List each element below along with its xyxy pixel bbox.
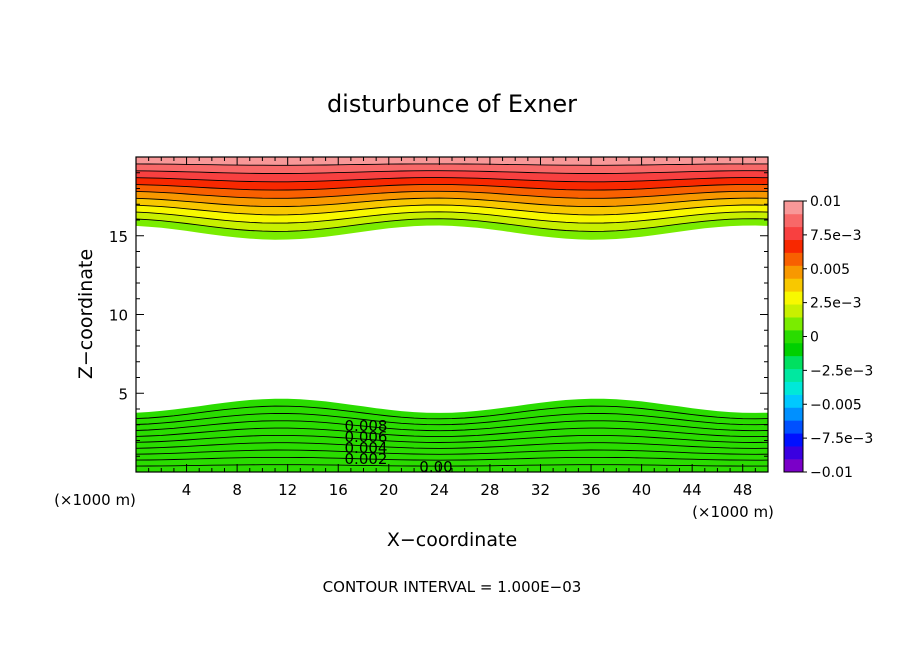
x-tick-label: 40: [632, 481, 651, 499]
colorbar-swatch: [784, 330, 803, 344]
contour-line: [136, 434, 768, 443]
x-unit-right: (×1000 m): [692, 503, 774, 521]
colorbar-swatch: [784, 433, 803, 447]
contour-line: [136, 464, 768, 467]
colorbar-swatch: [784, 265, 803, 279]
colorbar-swatch: [784, 368, 803, 382]
x-axis: 4 8 12 16 20 24 28 32 36 40 44 48: [148, 157, 756, 499]
colorbar-tick-label: 0.01: [810, 194, 841, 210]
contour-line: [136, 405, 768, 420]
contour-band: [136, 450, 768, 461]
x-tick-label: 44: [683, 481, 702, 499]
colorbar-swatch: [784, 407, 803, 421]
y-tick-label: 5: [118, 385, 128, 403]
contour-band: [136, 420, 768, 437]
contour-lines: [136, 163, 768, 467]
contour-line: [136, 163, 768, 166]
contour-line: [136, 204, 768, 216]
x-axis-label: X−coordinate: [387, 529, 517, 551]
colorbar-swatch: [784, 304, 803, 318]
contour-label: 0.008: [345, 417, 388, 435]
x-tick-label: 48: [733, 481, 752, 499]
contour-band: [136, 398, 768, 419]
contour-label: 0.00: [419, 458, 452, 476]
x-tick-label: 8: [232, 481, 242, 499]
x-tick-label: 4: [182, 481, 192, 499]
contour-band: [136, 198, 768, 215]
colorbar-swatch: [784, 381, 803, 395]
x-tick-label: 20: [379, 481, 398, 499]
colorbar: [783, 200, 804, 473]
colorbar-swatch: [784, 317, 803, 331]
contour-band: [136, 413, 768, 431]
colorbar-swatch: [784, 394, 803, 408]
contour-line: [136, 177, 768, 183]
contour-band: [136, 218, 768, 240]
contour-line: [136, 449, 768, 455]
colorbar-tick-label: 2.5e−3: [810, 296, 862, 312]
contour-line: [136, 412, 768, 426]
contour-interval-note: CONTOUR INTERVAL = 1.000E−03: [323, 578, 582, 596]
contour-label: 0.004: [345, 439, 388, 457]
colorbar-tick-label: 7.5e−3: [810, 228, 862, 244]
contour-line: [136, 427, 768, 438]
contour-band: [136, 211, 768, 232]
colorbar-labels: 0.01 7.5e−3 0.005 2.5e−3 0 −2.5e−3 −0.005 −7.5e…: [803, 194, 873, 481]
contour-line: [136, 197, 768, 208]
colorbar-swatch: [784, 446, 803, 460]
colorbar-tick-label: −2.5e−3: [810, 363, 873, 379]
x-tick-label: 16: [329, 481, 348, 499]
colorbar-swatch: [784, 278, 803, 292]
contour-band: [136, 191, 768, 207]
contour-band: [136, 157, 768, 166]
contour-line: [136, 442, 768, 449]
colorbar-swatch: [784, 252, 803, 266]
contour-line: [136, 211, 768, 224]
contour-line: [136, 456, 768, 461]
contour-label: 0.002: [345, 450, 388, 468]
contour-line: [136, 183, 768, 191]
y-axis-label: Z−coordinate: [75, 249, 97, 379]
colorbar-swatch: [784, 213, 803, 228]
x-tick-label: 12: [278, 481, 297, 499]
contour-band: [136, 457, 768, 467]
contour-line: [136, 190, 768, 199]
colorbar-swatch: [784, 459, 803, 473]
colorbar-swatch: [784, 226, 803, 241]
colorbar-swatch: [784, 355, 803, 370]
y-tick-label: 15: [109, 228, 128, 246]
colorbar-swatch: [784, 342, 803, 357]
colorbar-swatch: [784, 291, 803, 305]
x-unit-left: (×1000 m): [54, 491, 136, 509]
chart-title: disturbunce of Exner: [327, 90, 577, 118]
y-tick-label: 10: [109, 307, 128, 325]
colorbar-tick-label: −0.01: [810, 465, 853, 481]
y-axis: 5 10 15: [109, 172, 768, 457]
x-tick-label: 24: [430, 481, 449, 499]
colorbar-swatch: [784, 420, 803, 434]
contour-band: [136, 163, 768, 174]
contour-band: [136, 428, 768, 443]
contour-label: 0.006: [345, 428, 388, 446]
colorbar-tick-label: 0.005: [810, 262, 850, 278]
contour-band: [136, 205, 768, 224]
contour-band: [136, 406, 768, 425]
colorbar-swatch: [784, 201, 803, 215]
contour-line: [136, 170, 768, 174]
x-tick-label: 28: [480, 481, 499, 499]
contour-line: [136, 420, 768, 432]
contour-line: [136, 218, 768, 232]
contour-labels: 0.008 0.006 0.004 0.002 0.00: [345, 417, 453, 476]
x-tick-label: 32: [531, 481, 550, 499]
contour-band: [136, 177, 768, 191]
contour-band: [136, 435, 768, 449]
colorbar-swatch: [784, 239, 803, 253]
colorbar-tick-label: −7.5e−3: [810, 431, 873, 447]
x-tick-label: 36: [581, 481, 600, 499]
colorbar-tick-label: −0.005: [810, 397, 862, 413]
colorbar-tick-label: 0: [810, 330, 819, 346]
plot-area: [136, 157, 768, 472]
